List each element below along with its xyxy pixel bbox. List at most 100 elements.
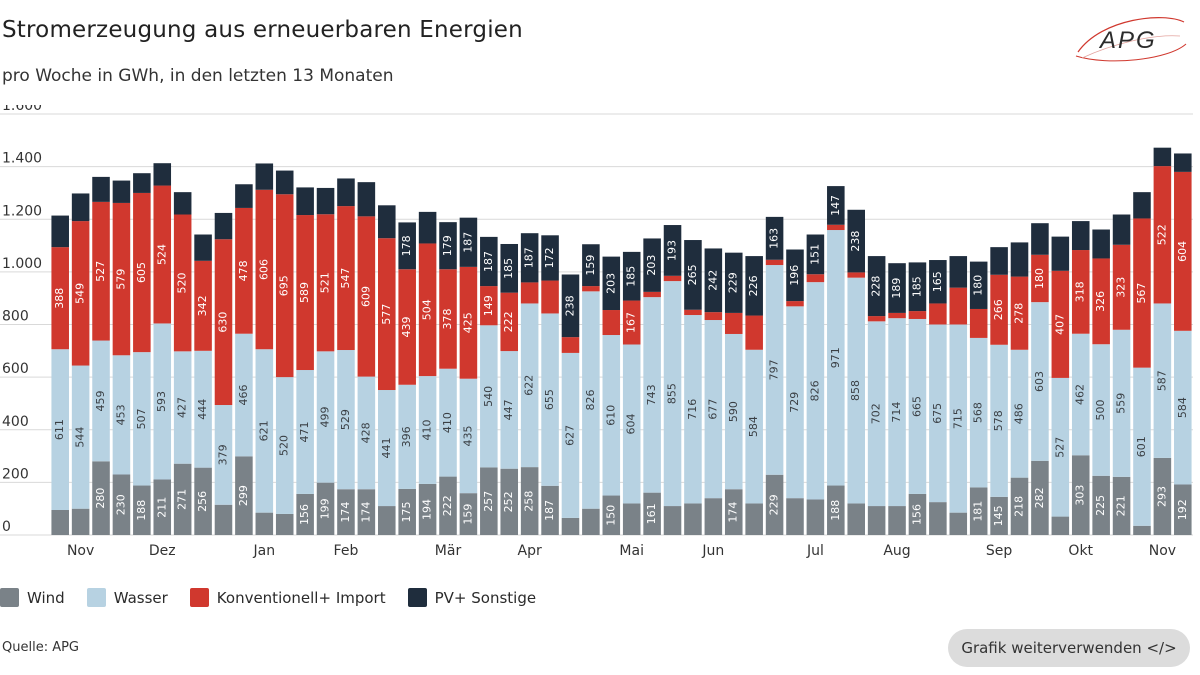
data-label-wind: 150 [604, 505, 617, 526]
data-label-pv: 238 [563, 295, 576, 316]
data-label-wind: 156 [298, 504, 311, 525]
legend-item-wasser[interactable]: Wasser [86, 588, 168, 607]
data-label-wind: 258 [523, 491, 536, 512]
data-label-konventionell: 606 [257, 259, 270, 280]
data-label-pv: 229 [727, 272, 740, 293]
source-note: Quelle: APG [2, 640, 80, 655]
bar-segment-wasser [704, 320, 723, 499]
x-month-label: Mär [435, 543, 462, 559]
data-label-wasser: 486 [1013, 403, 1026, 424]
data-label-konventionell: 504 [421, 299, 434, 320]
x-month-label: Okt [1068, 543, 1093, 559]
bar-segment-wind [929, 502, 947, 535]
data-label-wasser: 826 [584, 390, 597, 411]
bar-segment-wind [112, 474, 131, 535]
bar-segment-wind [255, 512, 274, 535]
bar-segment-wasser [949, 324, 968, 513]
data-label-wasser: 435 [461, 425, 474, 446]
bar-segment-wasser [459, 378, 478, 494]
bar-segment-pv [847, 209, 865, 273]
bar-segment-wasser [255, 349, 274, 513]
bar-segment-pv [1071, 221, 1090, 251]
bar-segment-konventionell [990, 274, 1008, 345]
bar-segment-pv [275, 170, 294, 195]
data-label-wind: 187 [543, 500, 556, 521]
data-label-pv: 159 [584, 255, 597, 276]
bar-segment-wind [92, 461, 110, 535]
bar-segment-konventionell [500, 292, 519, 352]
bar-segment-konventionell [622, 300, 641, 345]
data-label-konventionell: 579 [114, 269, 127, 290]
legend-item-pv[interactable]: PV+ Sonstige [407, 588, 536, 607]
bar-segment-konventionell [602, 310, 621, 336]
data-label-wasser: 593 [155, 391, 168, 412]
data-label-konventionell: 695 [278, 275, 291, 296]
data-label-konventionell: 318 [1074, 281, 1087, 302]
bar-segment-wind [235, 456, 253, 535]
data-label-wasser: 622 [523, 375, 536, 396]
legend-item-wind[interactable]: Wind [0, 588, 65, 607]
y-tick-label: 1.400 [2, 151, 42, 167]
bar-segment-wasser [275, 377, 294, 514]
x-month-label: Jan [253, 543, 276, 559]
data-label-wasser: 655 [543, 389, 556, 410]
data-label-wasser: 590 [727, 401, 740, 422]
bar-segment-wasser [1092, 344, 1110, 476]
data-label-wasser: 447 [502, 399, 515, 420]
bar-segment-pv [337, 178, 355, 207]
data-label-wasser: 675 [931, 403, 944, 424]
bar-segment-wind [888, 506, 906, 535]
bar-segment-wind [827, 485, 845, 535]
y-axis-ticks: 0 200 400 600 800 1.000 1.200 1.400 1.600 [2, 105, 42, 535]
bar-segment-wind [561, 517, 580, 535]
reuse-graphic-button[interactable]: Grafik weiterverwenden </> [948, 629, 1190, 667]
bar-segment-wasser [1051, 377, 1070, 517]
bar-segment-konventionell [92, 201, 110, 341]
bar-segment-wind [194, 467, 212, 535]
bar-segment-wasser [357, 376, 376, 490]
data-label-wasser: 427 [176, 397, 189, 418]
legend-swatch-wind [0, 588, 19, 607]
bar-segment-wind [418, 483, 437, 535]
data-label-pv: 242 [706, 270, 719, 291]
legend-item-konventionell[interactable]: Konventionell+ Import [189, 588, 386, 607]
data-label-pv: 203 [604, 273, 617, 294]
data-label-konventionell: 589 [298, 282, 311, 303]
data-label-pv: 163 [768, 228, 781, 249]
bar-segment-pv [173, 192, 192, 215]
data-label-wasser: 584 [1176, 397, 1189, 418]
bar-segment-pv [827, 186, 845, 225]
bar-segment-konventionell [214, 239, 233, 406]
bar-segment-konventionell [867, 316, 886, 322]
bar-segment-wind [1051, 516, 1070, 535]
bar-segment-pv [1153, 147, 1172, 167]
x-month-label: Jul [806, 543, 824, 559]
bar-segment-pv [867, 256, 886, 317]
data-label-wasser: 627 [563, 425, 576, 446]
data-label-konventionell: 521 [319, 272, 332, 293]
data-label-wasser: 410 [441, 412, 454, 433]
bar-segment-wind [541, 485, 559, 535]
data-label-wind: 181 [972, 501, 985, 522]
bar-segment-pv [133, 173, 151, 193]
bar-segment-wasser [337, 350, 355, 490]
data-label-pv: 185 [502, 258, 515, 279]
bar-segment-konventionell [1153, 166, 1172, 304]
bar-segment-konventionell [561, 337, 580, 353]
bar-segment-pv [990, 247, 1008, 275]
data-label-konventionell: 407 [1053, 314, 1066, 335]
bar-segment-wasser [643, 297, 661, 493]
data-label-wasser: 604 [625, 413, 638, 434]
y-tick-label: 1.200 [2, 203, 42, 219]
bar-segment-konventionell [255, 189, 274, 350]
y-tick-label: 400 [2, 414, 29, 430]
bar-segment-pv [949, 256, 968, 288]
data-label-wasser: 715 [951, 408, 964, 429]
bar-segment-pv [316, 187, 335, 215]
data-label-pv: 172 [543, 247, 556, 268]
bar-segment-pv [745, 256, 763, 316]
bar-segment-konventionell [684, 309, 702, 316]
bar-segment-wind [990, 496, 1008, 535]
data-label-wind: 229 [768, 494, 781, 515]
data-label-wasser: 855 [666, 383, 679, 404]
